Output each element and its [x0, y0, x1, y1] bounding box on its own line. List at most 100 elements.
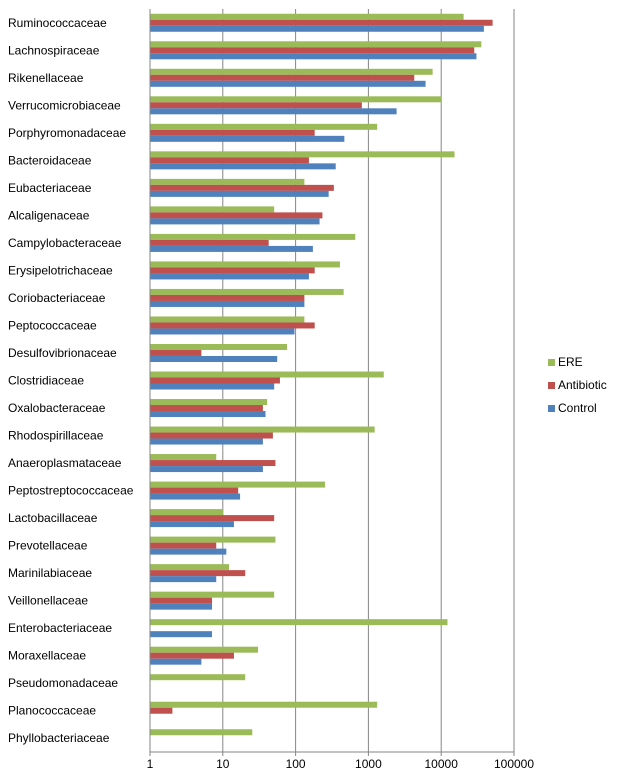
category-label: Bacteroidaceae: [8, 153, 92, 167]
bar-antibiotic: [150, 157, 309, 164]
bar-control: [150, 135, 345, 142]
x-tick-label: 10000: [425, 757, 459, 771]
bar-antibiotic: [150, 487, 239, 494]
x-tick-label: 1: [147, 757, 154, 771]
category-label: Veillonellaceae: [8, 594, 88, 608]
bar-control: [150, 658, 202, 665]
bar-antibiotic: [150, 707, 173, 714]
bar-antibiotic: [150, 377, 280, 384]
bar-control: [150, 383, 275, 390]
bar-control: [150, 438, 263, 445]
bar-control: [150, 273, 309, 280]
x-tick-label: 100: [286, 757, 306, 771]
category-label: Desulfovibrionaceae: [8, 346, 117, 360]
bar-control: [150, 25, 484, 32]
legend-swatch-control: [548, 405, 555, 412]
category-label: Peptococcaceae: [8, 318, 97, 332]
category-label: Eubacteriaceae: [8, 181, 92, 195]
bar-ere: [150, 646, 259, 653]
bar-antibiotic: [150, 652, 234, 659]
bar-ere: [150, 68, 433, 75]
category-label: Rikenellaceae: [8, 71, 84, 85]
bar-ere: [150, 343, 288, 350]
bar-antibiotic: [150, 19, 493, 26]
legend-swatch-antibiotic: [548, 382, 555, 389]
bar-ere: [150, 123, 378, 130]
bar-control: [150, 80, 426, 87]
category-label: Moraxellaceae: [8, 649, 86, 663]
category-label: Alcaligenaceae: [8, 208, 90, 222]
bar-antibiotic: [150, 129, 315, 136]
category-label: Rhodospirillaceae: [8, 429, 104, 443]
bar-antibiotic: [150, 267, 315, 274]
bar-control: [150, 53, 477, 60]
category-label: Erysipelotrichaceae: [8, 263, 113, 277]
bar-ere: [150, 288, 344, 295]
legend-swatch-ere: [548, 359, 555, 366]
category-label: Lachnospiraceae: [8, 43, 100, 57]
legend-label: ERE: [558, 355, 583, 369]
category-label: Phyllobacteriaceae: [8, 731, 110, 745]
bar-control: [150, 548, 227, 555]
bar-ere: [150, 674, 246, 681]
bar-antibiotic: [150, 74, 415, 81]
bar-antibiotic: [150, 542, 217, 549]
bar-control: [150, 218, 320, 225]
bar-ere: [150, 178, 305, 185]
category-label: Enterobacteriaceae: [8, 621, 112, 635]
bar-antibiotic: [150, 294, 305, 301]
bar-ere: [150, 729, 253, 736]
category-label: Lactobacillaceae: [8, 511, 98, 525]
bar-control: [150, 493, 241, 500]
bar-ere: [150, 96, 442, 103]
bar-ere: [150, 591, 275, 598]
category-label: Marinilabiaceae: [8, 566, 92, 580]
bar-control: [150, 603, 213, 610]
bar-control: [150, 163, 336, 170]
bar-ere: [150, 41, 482, 48]
bar-antibiotic: [150, 184, 334, 191]
bar-control: [150, 245, 313, 252]
category-label: Porphyromonadaceae: [8, 126, 126, 140]
bar-antibiotic: [150, 47, 475, 54]
category-label: Coriobacteriaceae: [8, 291, 106, 305]
bar-control: [150, 521, 234, 528]
bar-control: [150, 190, 329, 197]
bar-ere: [150, 261, 340, 268]
category-label: Campylobacteraceae: [8, 236, 122, 250]
category-label: Prevotellaceae: [8, 539, 88, 553]
legend-label: Control: [558, 401, 597, 415]
bar-control: [150, 355, 278, 362]
bar-ere: [150, 701, 378, 708]
bar-ere: [150, 316, 305, 323]
bar-ere: [150, 371, 384, 378]
bar-ere: [150, 426, 375, 433]
x-tick-label: 1000: [355, 757, 382, 771]
x-tick-label: 100000: [494, 757, 534, 771]
bar-ere: [150, 509, 224, 516]
bar-control: [150, 631, 213, 638]
bar-antibiotic: [150, 102, 362, 109]
bar-antibiotic: [150, 212, 323, 219]
category-label: Clostridiaceae: [8, 374, 84, 388]
bar-control: [150, 300, 305, 307]
bar-ere: [150, 151, 455, 158]
category-label: Ruminococcaceae: [8, 16, 107, 30]
category-label: Anaeroplasmataceae: [8, 456, 122, 470]
x-tick-label: 10: [216, 757, 230, 771]
bar-control: [150, 466, 263, 473]
category-label: Oxalobacteraceae: [8, 401, 106, 415]
bar-ere: [150, 564, 230, 571]
bar-control: [150, 411, 266, 418]
bar-control: [150, 108, 397, 115]
bar-antibiotic: [150, 460, 276, 467]
bar-control: [150, 576, 217, 583]
bar-antibiotic: [150, 597, 213, 604]
bar-ere: [150, 206, 275, 213]
bar-antibiotic: [150, 349, 202, 356]
bar-ere: [150, 619, 448, 626]
legend-label: Antibiotic: [558, 378, 607, 392]
bar-control: [150, 328, 295, 335]
category-label: Planococcaceae: [8, 704, 96, 718]
